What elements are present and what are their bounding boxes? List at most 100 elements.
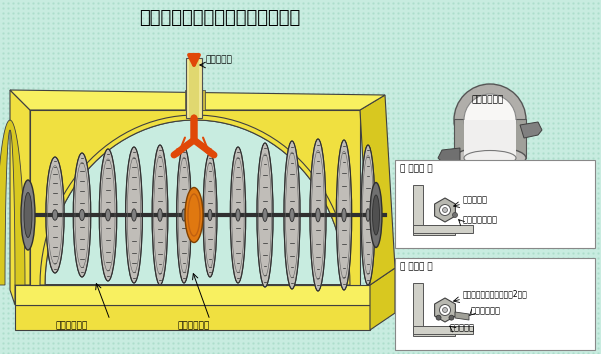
Point	[493, 215, 503, 221]
Ellipse shape	[366, 209, 370, 221]
Point	[213, 300, 223, 306]
Point	[403, 80, 413, 86]
Point	[133, 135, 143, 141]
Point	[88, 310, 98, 316]
Point	[563, 15, 573, 21]
Point	[38, 320, 48, 326]
Point	[513, 275, 523, 281]
Point	[108, 340, 118, 346]
Point	[78, 230, 88, 236]
Point	[578, 10, 588, 16]
Point	[168, 55, 178, 61]
Point	[428, 260, 438, 266]
Point	[543, 225, 553, 231]
Point	[253, 285, 263, 291]
Point	[83, 20, 93, 26]
Point	[593, 255, 601, 261]
Point	[338, 80, 348, 86]
Point	[458, 155, 468, 161]
Point	[553, 300, 563, 306]
Point	[403, 325, 413, 331]
Point	[153, 10, 163, 16]
Point	[103, 335, 113, 341]
Point	[553, 340, 563, 346]
Point	[103, 20, 113, 26]
Point	[443, 335, 453, 341]
Point	[273, 80, 283, 86]
Point	[3, 160, 13, 166]
Point	[313, 155, 323, 161]
Point	[98, 190, 108, 196]
Point	[213, 335, 223, 341]
Point	[123, 120, 133, 126]
Point	[428, 190, 438, 196]
Point	[508, 50, 518, 56]
Point	[28, 235, 38, 241]
Point	[78, 145, 88, 151]
Point	[463, 240, 473, 246]
Point	[578, 95, 588, 101]
Point	[43, 50, 53, 56]
Point	[343, 270, 353, 276]
Point	[378, 45, 388, 51]
Point	[113, 155, 123, 161]
Point	[348, 290, 358, 296]
Point	[543, 305, 553, 311]
Point	[368, 150, 378, 156]
Point	[68, 310, 78, 316]
Point	[403, 350, 413, 354]
Point	[138, 85, 148, 91]
Point	[203, 240, 213, 246]
Point	[0, 210, 8, 216]
Point	[243, 165, 253, 171]
Point	[558, 140, 568, 146]
Point	[238, 305, 248, 311]
Point	[0, 260, 8, 266]
Point	[373, 10, 383, 16]
Point	[248, 60, 258, 66]
Point	[388, 130, 398, 136]
Point	[368, 190, 378, 196]
Point	[408, 125, 418, 131]
Point	[118, 270, 128, 276]
Point	[48, 250, 58, 256]
Point	[538, 65, 548, 71]
Point	[463, 10, 473, 16]
Point	[83, 155, 93, 161]
Point	[338, 175, 348, 181]
Point	[538, 125, 548, 131]
Point	[463, 70, 473, 76]
Point	[73, 20, 83, 26]
Point	[283, 0, 293, 6]
Point	[273, 240, 283, 246]
Point	[583, 335, 593, 341]
Point	[353, 15, 363, 21]
Point	[358, 5, 368, 11]
Point	[43, 325, 53, 331]
Point	[433, 150, 443, 156]
Point	[443, 105, 453, 111]
Point	[503, 190, 513, 196]
Point	[403, 260, 413, 266]
Point	[238, 180, 248, 186]
Point	[208, 90, 218, 96]
Point	[243, 85, 253, 91]
Point	[438, 70, 448, 76]
Point	[193, 100, 203, 106]
Point	[503, 160, 513, 166]
Point	[0, 310, 8, 316]
Point	[388, 160, 398, 166]
Point	[358, 340, 368, 346]
Point	[103, 105, 113, 111]
Point	[233, 245, 243, 251]
Point	[583, 235, 593, 241]
Point	[533, 260, 543, 266]
Point	[78, 60, 88, 66]
Point	[63, 310, 73, 316]
Point	[78, 345, 88, 351]
Point	[48, 325, 58, 331]
Point	[378, 145, 388, 151]
Point	[128, 350, 138, 354]
Point	[408, 185, 418, 191]
Point	[323, 275, 333, 281]
